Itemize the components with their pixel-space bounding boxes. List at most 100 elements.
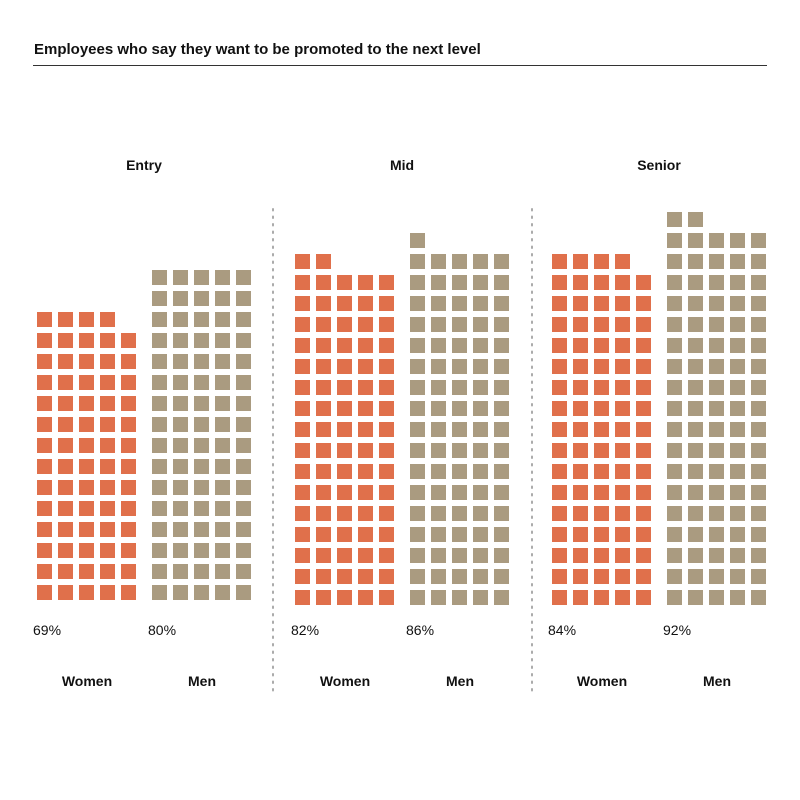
waffle-square-women [552,338,567,353]
waffle-square-women [79,543,94,558]
waffle-square-women [121,564,136,579]
waffle-square-men [473,443,488,458]
waffle-square-men [473,401,488,416]
waffle-square-men [194,480,209,495]
waffle-square-women [58,480,73,495]
waffle-square-women [573,254,588,269]
waffle-square-men [709,485,724,500]
waffle-square-women [358,485,373,500]
waffle-square-men [709,506,724,521]
waffle-square-men [194,375,209,390]
waffle-square-men [410,338,425,353]
waffle-square-women [615,359,630,374]
waffle-square-men [215,459,230,474]
waffle-square-women [100,585,115,600]
waffle-square-men [730,254,745,269]
waffle-square-men [667,212,682,227]
waffle-square-women [552,569,567,584]
waffle-square-men [709,359,724,374]
waffle-square-women [37,438,52,453]
waffle-square-men [688,422,703,437]
waffle-square-men [751,443,766,458]
waffle-square-men [730,464,745,479]
waffle-square-men [236,396,251,411]
waffle-square-women [552,401,567,416]
waffle-square-women [295,443,310,458]
waffle-square-men [215,438,230,453]
waffle-square-men [751,338,766,353]
waffle-square-women [37,333,52,348]
group-label: Entry [126,157,162,173]
waffle-square-women [636,422,651,437]
waffle-square-women [379,422,394,437]
waffle-square-men [730,401,745,416]
waffle-square-men [730,380,745,395]
waffle-square-women [316,359,331,374]
waffle-square-men [194,417,209,432]
waffle-square-women [552,254,567,269]
waffle-square-women [295,275,310,290]
waffle-square-men [431,275,446,290]
waffle-square-men [152,312,167,327]
waffle-square-men [730,233,745,248]
waffle-square-men [173,354,188,369]
waffle-square-men [236,417,251,432]
waffle-square-women [121,375,136,390]
waffle-square-men [410,254,425,269]
waffle-square-men [667,527,682,542]
waffle-square-men [410,422,425,437]
waffle-square-women [573,380,588,395]
waffle-square-women [316,464,331,479]
waffle-square-women [594,254,609,269]
waffle-square-men [194,501,209,516]
waffle-square-men [730,338,745,353]
waffle-square-men [751,422,766,437]
waffle-square-men [730,527,745,542]
waffle-square-men [751,569,766,584]
waffle-square-men [730,590,745,605]
waffle-square-women [58,585,73,600]
waffle-square-women [552,443,567,458]
waffle-square-men [667,233,682,248]
waffle-square-men [173,312,188,327]
value-label: 92% [663,622,691,638]
waffle-square-men [452,422,467,437]
waffle-square-women [358,569,373,584]
waffle-square-men [709,590,724,605]
waffle-square-women [379,527,394,542]
waffle-square-women [58,375,73,390]
waffle-square-women [337,422,352,437]
waffle-square-men [431,422,446,437]
waffle-square-men [236,459,251,474]
waffle-square-men [236,543,251,558]
waffle-square-men [688,590,703,605]
waffle-square-men [173,396,188,411]
waffle-square-women [316,338,331,353]
waffle-square-men [473,548,488,563]
waffle-square-women [295,569,310,584]
waffle-square-men [215,270,230,285]
waffle-square-women [121,333,136,348]
waffle-square-women [58,354,73,369]
waffle-square-men [709,317,724,332]
waffle-square-women [552,485,567,500]
waffle-square-women [615,527,630,542]
waffle-square-women [316,485,331,500]
waffle-square-men [751,485,766,500]
waffle-square-women [121,480,136,495]
waffle-square-men [410,233,425,248]
waffle-square-women [358,548,373,563]
waffle-square-women [100,459,115,474]
waffle-square-women [594,380,609,395]
waffle-square-women [58,438,73,453]
waffle-square-men [751,590,766,605]
waffle-square-men [667,443,682,458]
waffle-square-women [615,506,630,521]
waffle-square-women [316,254,331,269]
waffle-square-men [152,417,167,432]
waffle-square-men [236,375,251,390]
waffle-square-men [431,254,446,269]
waffle-square-women [316,443,331,458]
waffle-square-women [573,275,588,290]
waffle-square-women [37,417,52,432]
